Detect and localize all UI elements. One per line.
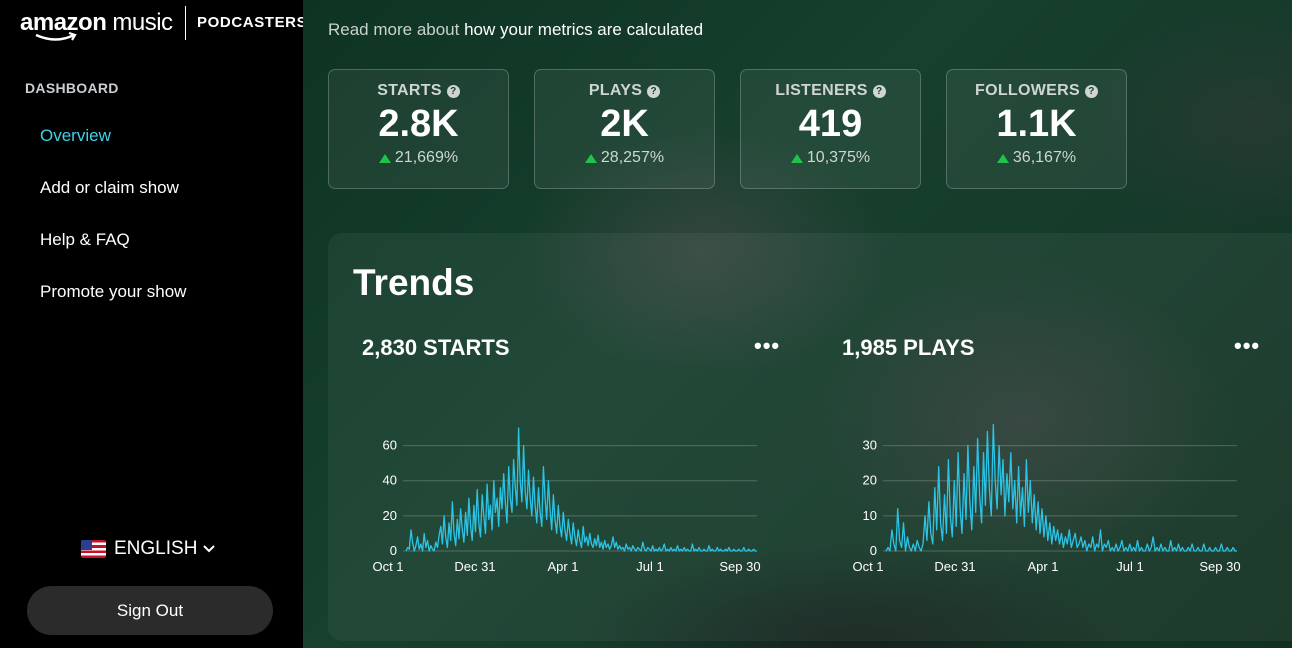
series-line [405, 427, 757, 552]
sidebar-item-help-faq[interactable]: Help & FAQ [40, 230, 130, 249]
x-tick-label: Jul 1 [636, 559, 663, 574]
metric-label: PLAYS [588, 82, 643, 99]
sidebar-item-promote-your-show[interactable]: Promote your show [40, 282, 187, 301]
chevron-down-icon [203, 545, 216, 553]
trend-up-icon [790, 153, 803, 163]
x-tick-label: Oct 1 [372, 559, 403, 574]
y-tick-label: 30 [863, 438, 877, 453]
trends-title: Trends [353, 262, 475, 303]
logo-wordmark: amazon music [20, 9, 173, 41]
help-icon[interactable]: ? [1084, 84, 1098, 98]
metric-card-listeners: LISTENERS? 419 10,375% [740, 69, 921, 189]
plays-chart: 0 10 20 30 Oct 1 Dec 31 Apr 1 Jul 1 Sep 30 [852, 423, 1241, 574]
x-tick-label: Dec 31 [454, 559, 495, 574]
help-icon[interactable]: ? [872, 84, 886, 98]
plays-chart-more-button[interactable]: ••• [1234, 333, 1261, 358]
y-tick-label: 60 [383, 438, 397, 453]
y-tick-label: 0 [390, 543, 397, 558]
trend-up-icon [378, 153, 391, 163]
metric-value: 2.8K [378, 103, 459, 145]
language-label: ENGLISH [114, 538, 198, 559]
logo-podcasters-text: PODCASTERS [197, 14, 308, 31]
sidebar: amazon music PODCASTERS DASHBOARD Overvie… [0, 0, 307, 648]
x-tick-label: Apr 1 [547, 559, 578, 574]
logo-music-text: music [112, 9, 173, 36]
trend-up-icon [584, 153, 597, 163]
main-content: Read more about how your metrics are cal… [303, 0, 1292, 648]
metric-value: 419 [798, 103, 863, 145]
y-tick-label: 10 [863, 508, 877, 523]
starts-chart: 0 20 40 60 Oct 1 Dec 31 Apr 1 Jul 1 Sep 30 [372, 427, 761, 574]
metric-card-followers: FOLLOWERS? 1.1K 36,167% [946, 69, 1127, 189]
dashboard-section-label: DASHBOARD [25, 80, 119, 96]
series-line [885, 423, 1237, 552]
trend-up-icon [996, 153, 1009, 163]
metric-card-starts: STARTS? 2.8K 21,669% [328, 69, 509, 189]
read-more-prefix: Read more about [328, 20, 465, 39]
y-tick-label: 20 [863, 473, 877, 488]
metric-change: 28,257% [600, 149, 665, 166]
y-tick-label: 20 [383, 508, 397, 523]
metric-card-plays: PLAYS? 2K 28,257% [534, 69, 715, 189]
language-selector[interactable]: ENGLISH [81, 538, 216, 560]
logo-divider [184, 6, 187, 40]
amazon-music-podcasters-logo[interactable]: amazon music PODCASTERS [20, 6, 308, 41]
metric-label: STARTS [377, 82, 442, 99]
x-tick-label: Oct 1 [852, 559, 883, 574]
y-tick-label: 0 [870, 543, 877, 558]
sidebar-item-add-or-claim-show[interactable]: Add or claim show [40, 178, 179, 197]
metric-value: 1.1K [996, 103, 1077, 145]
y-tick-label: 40 [383, 473, 397, 488]
logo-amazon-text: amazon [20, 9, 107, 36]
us-flag-icon [81, 540, 106, 558]
x-tick-label: Jul 1 [1116, 559, 1143, 574]
trends-panel: Trends 2,830 STARTS ••• 1,985 PLAYS ••• … [328, 233, 1292, 641]
x-tick-label: Dec 31 [934, 559, 975, 574]
sign-out-button[interactable]: Sign Out [27, 586, 273, 635]
x-tick-label: Apr 1 [1027, 559, 1058, 574]
metric-change: 36,167% [1012, 149, 1077, 166]
help-icon[interactable]: ? [647, 84, 661, 98]
x-tick-label: Sep 30 [719, 559, 760, 574]
metric-label: FOLLOWERS [975, 82, 1080, 99]
x-tick-label: Sep 30 [1199, 559, 1240, 574]
metrics-calculation-link[interactable]: how your metrics are calculated [464, 20, 704, 39]
starts-chart-title: 2,830 STARTS [362, 335, 510, 360]
help-icon[interactable]: ? [446, 84, 460, 98]
metric-change: 10,375% [806, 149, 871, 166]
metric-label: LISTENERS [775, 82, 868, 99]
metrics-info-text: Read more about how your metrics are cal… [328, 20, 703, 40]
starts-chart-more-button[interactable]: ••• [754, 333, 781, 358]
amazon-smile-icon [35, 32, 77, 41]
sidebar-item-overview[interactable]: Overview [40, 126, 111, 145]
metric-change: 21,669% [394, 149, 459, 166]
plays-chart-title: 1,985 PLAYS [842, 335, 975, 360]
metric-value: 2K [600, 103, 649, 145]
